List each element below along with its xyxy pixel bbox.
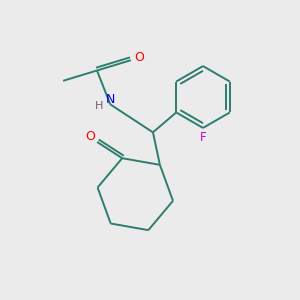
Text: O: O <box>85 130 95 143</box>
Text: O: O <box>134 51 144 64</box>
Text: H: H <box>95 101 103 111</box>
Text: N: N <box>106 93 115 106</box>
Text: F: F <box>200 131 206 144</box>
